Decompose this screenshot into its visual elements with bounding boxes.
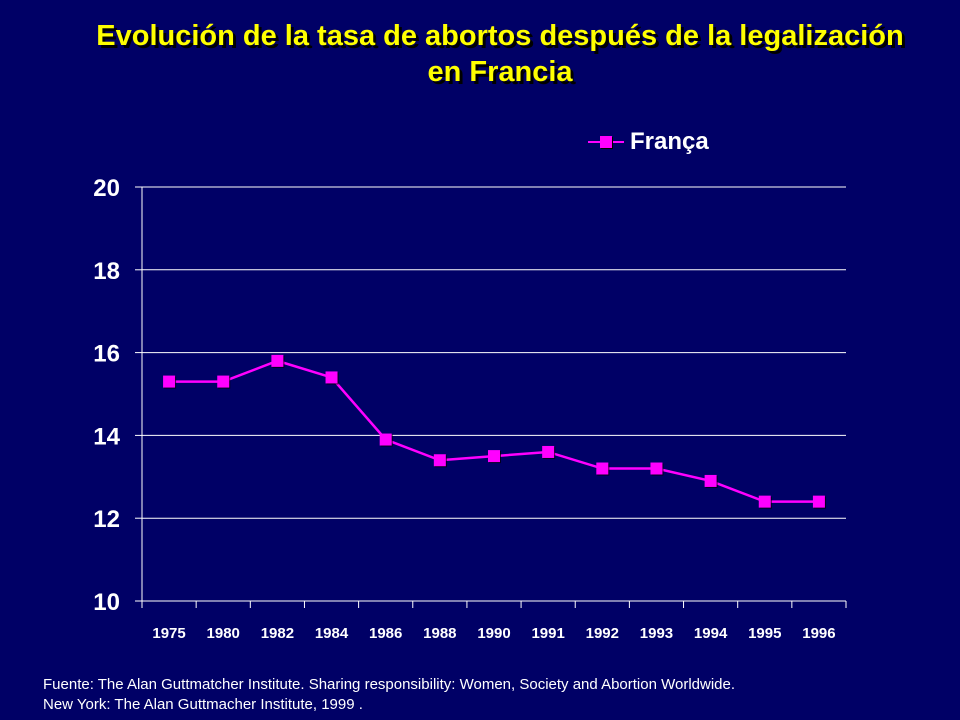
y-tick-label-10: 10 (93, 589, 120, 616)
source-note: Fuente: The Alan Guttmatcher Institute. … (43, 675, 943, 715)
source-line-1: Fuente: The Alan Guttmatcher Institute. … (43, 676, 736, 693)
data-point-1994 (704, 474, 717, 487)
x-tick-label-1995: 1995 (748, 625, 781, 642)
y-tick-label-16: 16 (93, 341, 120, 368)
data-point-1980 (217, 375, 230, 388)
x-tick-label-1982: 1982 (261, 625, 294, 642)
y-tick-label-20: 20 (93, 175, 120, 202)
x-tick-label-1984: 1984 (315, 625, 349, 642)
y-tick-label-18: 18 (93, 258, 120, 285)
data-point-1992 (596, 462, 609, 475)
legend-label: França (630, 128, 709, 155)
chart-legend: França (588, 128, 709, 156)
data-point-1993 (650, 462, 663, 475)
title-line-2: en Francia (427, 56, 573, 88)
y-tick-label-12: 12 (93, 506, 120, 533)
source-line-2: New York: The Alan Guttmacher Institute,… (43, 696, 363, 713)
data-point-1991 (542, 445, 555, 458)
data-point-1995 (758, 495, 771, 508)
title-line-1: Evolución de la tasa de abortos después … (96, 20, 904, 52)
axes (135, 186, 847, 608)
legend-marker-icon (588, 132, 624, 152)
data-point-1984 (325, 371, 338, 384)
x-tick-label-1980: 1980 (207, 625, 240, 642)
y-tick-labels: 10 12 14 16 18 20 (93, 175, 120, 616)
data-point-1986 (379, 433, 392, 446)
x-tick-label-1991: 1991 (531, 625, 564, 642)
x-tick-label-1993: 1993 (640, 625, 673, 642)
slide-title: Evolución de la tasa de abortos después … (20, 18, 960, 90)
data-point-1982 (271, 354, 284, 367)
x-tick-label-1996: 1996 (802, 625, 835, 642)
series-line (169, 359, 819, 503)
x-tick-label-1994: 1994 (694, 625, 728, 642)
x-tick-label-1990: 1990 (477, 625, 510, 642)
x-tick-label-1975: 1975 (152, 625, 185, 642)
x-tick-label-1992: 1992 (586, 625, 619, 642)
x-tick-labels: 1975 1980 1982 1984 1986 1988 1990 1991 1992 1993… (152, 625, 835, 642)
data-point-1996 (812, 495, 825, 508)
data-point-1990 (488, 450, 500, 463)
x-tick-label-1988: 1988 (423, 625, 456, 642)
data-point-1975 (163, 375, 176, 388)
series-franca (163, 354, 826, 509)
grid-lines (142, 186, 846, 519)
x-tick-label-1986: 1986 (369, 625, 402, 642)
data-point-1988 (433, 454, 446, 467)
y-tick-label-14: 14 (93, 423, 120, 450)
